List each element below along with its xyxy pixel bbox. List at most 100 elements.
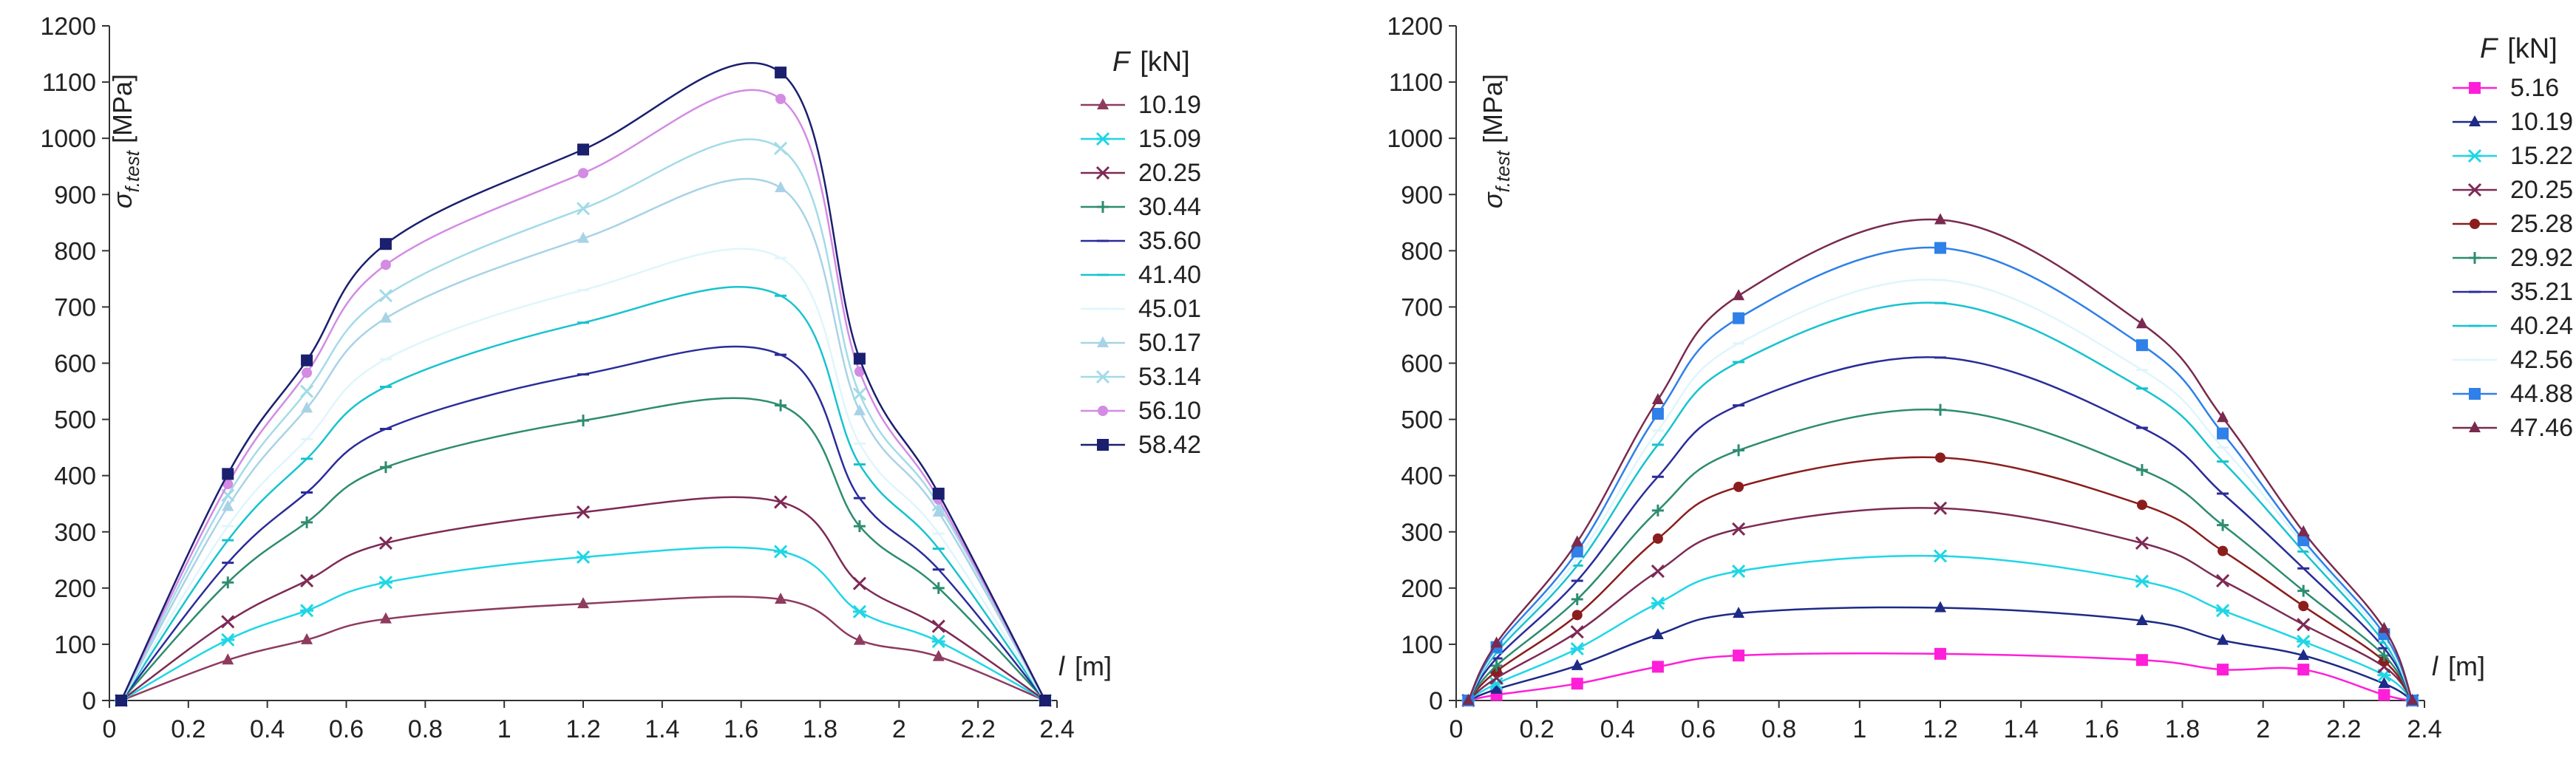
x-tick-label: 2.4 xyxy=(2407,715,2441,743)
data-point xyxy=(1651,392,1664,404)
data-point xyxy=(300,384,314,398)
legend-item: 15.22 xyxy=(2453,142,2573,170)
x-tick-label: 2 xyxy=(2256,715,2270,743)
y-ticks-right: 0 100 200 300 400 500 600 700 800 900 1000 1100 1200 xyxy=(1387,13,1456,715)
data-point xyxy=(2218,545,2229,556)
x-tick-label: 0.8 xyxy=(408,715,443,743)
data-point xyxy=(852,604,866,618)
x-tick-label: 1.2 xyxy=(565,715,600,743)
data-point xyxy=(576,550,591,565)
series-45.01 xyxy=(115,248,1051,702)
x-tick-label: 2.2 xyxy=(2326,715,2361,743)
y-tick-label: 0 xyxy=(1429,687,1443,715)
legend-marker xyxy=(1095,132,1110,146)
data-point xyxy=(853,352,866,365)
legend-marker xyxy=(2469,82,2481,94)
data-point xyxy=(301,516,313,528)
legend-label: 56.10 xyxy=(1138,397,1201,425)
data-point xyxy=(852,387,866,401)
series-line xyxy=(120,248,1047,701)
legend-label: 40.24 xyxy=(2510,312,2573,340)
legend-label: 10.19 xyxy=(2510,108,2573,136)
data-point xyxy=(1934,647,1946,660)
y-tick-label: 200 xyxy=(54,575,96,603)
data-point xyxy=(1490,682,1503,694)
data-point xyxy=(1935,452,1945,463)
legend-label: 10.19 xyxy=(1138,91,1201,119)
x-tick-label: 0.6 xyxy=(329,715,364,743)
legend-marker xyxy=(1097,98,1109,109)
x-tick-label: 1.4 xyxy=(2004,715,2039,743)
data-point xyxy=(1651,407,1664,420)
data-point xyxy=(775,399,787,412)
data-point xyxy=(2298,601,2309,612)
legend-marker xyxy=(1097,439,1109,451)
data-point xyxy=(775,181,787,193)
data-point xyxy=(300,604,314,618)
data-point xyxy=(932,505,945,517)
data-point xyxy=(1733,444,1745,457)
data-point xyxy=(1934,601,1946,613)
series-41.40 xyxy=(115,286,1051,702)
data-point xyxy=(931,619,945,633)
data-point xyxy=(1571,658,1583,670)
legend-item: 35.21 xyxy=(2453,278,2573,306)
data-point xyxy=(1571,678,1583,690)
data-point xyxy=(2297,649,2310,661)
data-point xyxy=(1571,593,1583,606)
legend-marker xyxy=(2469,421,2481,432)
x-tick-label: 1 xyxy=(1852,715,1866,743)
x-tick-label: 0 xyxy=(103,715,117,743)
legend-item: 15.09 xyxy=(1081,125,1201,153)
data-point xyxy=(774,141,788,155)
data-point xyxy=(378,576,392,590)
x-tick-label: 0.4 xyxy=(1600,715,1635,743)
data-point xyxy=(2378,677,2390,689)
legend-item: 25.28 xyxy=(2453,210,2573,238)
x-tick-label: 0.6 xyxy=(1681,715,1716,743)
x-tick-label: 1.2 xyxy=(1923,715,1957,743)
data-point xyxy=(775,93,786,104)
x-ticks-right: 0 0.2 0.4 0.6 0.8 1 1.2 1.4 1.6 1.8 2 2.2 2.4 xyxy=(1450,700,2442,743)
legend-item: 20.25 xyxy=(2453,176,2573,204)
x-tick-label: 0.2 xyxy=(171,715,205,743)
data-point xyxy=(2216,604,2230,618)
legend-marker xyxy=(1098,406,1108,416)
y-axis-label-left: σf.test[MPa] xyxy=(107,74,143,208)
data-point xyxy=(578,168,588,179)
legend-item: 20.25 xyxy=(1081,159,1201,187)
data-point xyxy=(931,635,945,649)
y-tick-label: 700 xyxy=(54,293,96,321)
series-20.25 xyxy=(114,495,1053,708)
plot-area-right xyxy=(1455,26,2424,708)
legend-item: 47.46 xyxy=(2453,414,2573,442)
data-point xyxy=(577,415,589,427)
series-line xyxy=(120,596,1046,702)
data-point xyxy=(301,633,313,644)
data-point xyxy=(1571,545,1583,558)
data-point xyxy=(1462,694,1475,705)
data-point xyxy=(1490,659,1503,672)
x-tick-label: 1 xyxy=(497,715,512,743)
data-point xyxy=(1039,695,1051,706)
data-point xyxy=(301,401,313,413)
series-line xyxy=(120,177,1047,701)
data-point xyxy=(2297,635,2311,649)
legend-label: 15.09 xyxy=(1138,125,1201,153)
data-point xyxy=(2135,574,2149,588)
data-point xyxy=(1733,289,1745,301)
series-30.44 xyxy=(115,397,1051,706)
data-point xyxy=(1934,213,1946,225)
y-tick-label: 1100 xyxy=(1389,69,1443,97)
data-point xyxy=(302,367,313,378)
y-tick-label: 800 xyxy=(54,237,96,265)
y-tick-label: 700 xyxy=(1401,293,1443,321)
data-point xyxy=(1733,607,1745,618)
series-line xyxy=(120,62,1047,701)
data-point xyxy=(222,468,234,480)
y-tick-label: 200 xyxy=(1401,575,1443,603)
data-point xyxy=(379,612,392,624)
y-tick-label: 100 xyxy=(1401,631,1443,659)
legend-label: 45.01 xyxy=(1138,295,1201,323)
